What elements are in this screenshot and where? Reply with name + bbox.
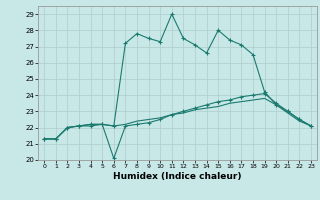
- X-axis label: Humidex (Indice chaleur): Humidex (Indice chaleur): [113, 172, 242, 181]
